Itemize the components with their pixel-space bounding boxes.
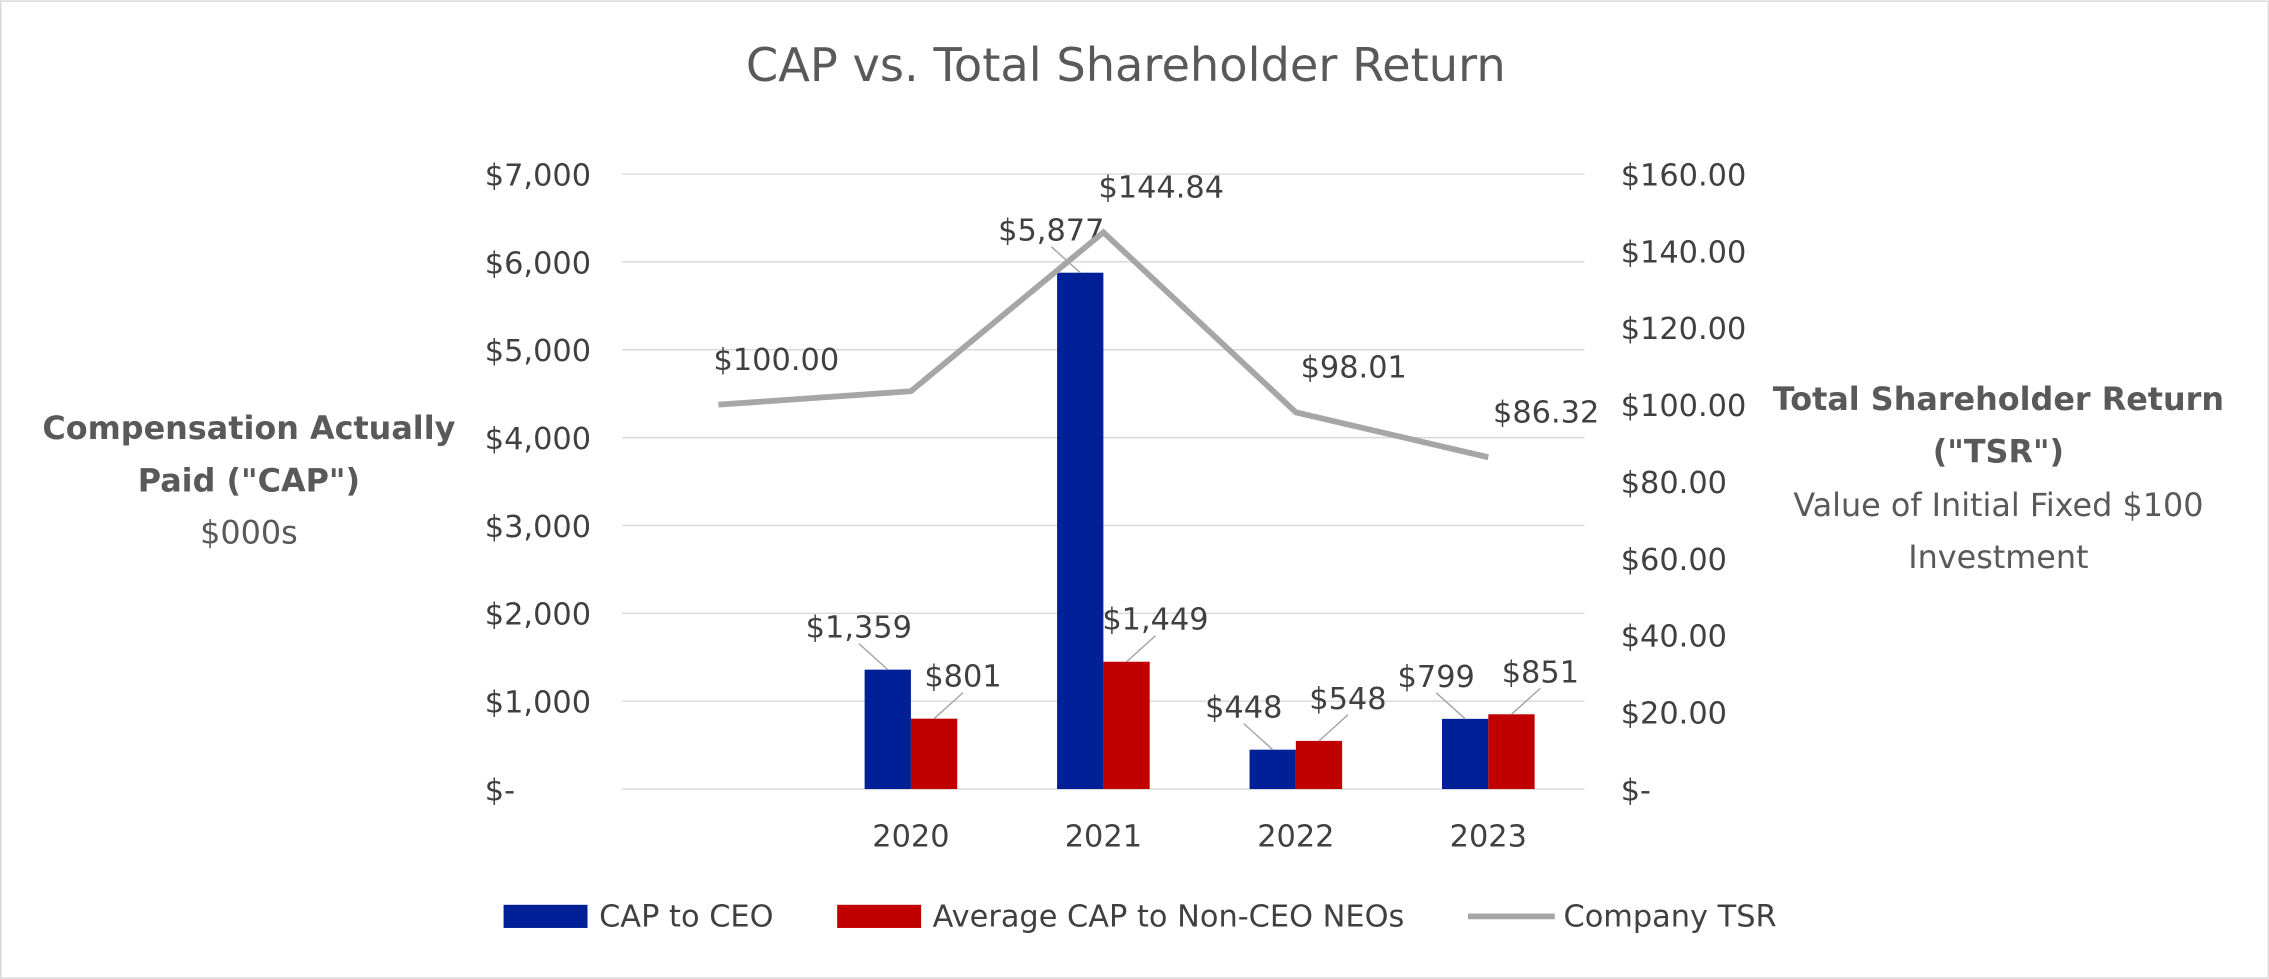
bar — [1488, 714, 1535, 790]
leader-line — [858, 643, 889, 671]
y2-tick-label: $40.00 — [1621, 620, 1727, 655]
y2-tick-label: $140.00 — [1621, 235, 1747, 270]
y-tick-label: $6,000 — [485, 246, 591, 281]
x-tick-label: 2020 — [872, 820, 949, 855]
bar — [864, 669, 911, 790]
y-axis-label: Paid ("CAP") — [138, 461, 360, 499]
y2-tick-label: $160.00 — [1621, 158, 1747, 193]
legend-label: CAP to CEO — [599, 899, 773, 934]
leader-line — [1126, 635, 1156, 663]
leader-line — [1510, 687, 1541, 715]
y2-tick-label: $80.00 — [1621, 466, 1727, 501]
bar — [1249, 749, 1296, 790]
data-label: $1,359 — [806, 611, 912, 646]
y2-axis-label: Total Shareholder Return — [1773, 380, 2224, 418]
data-label: $100.00 — [714, 343, 840, 378]
leader-line — [1243, 723, 1274, 751]
data-label: $448 — [1205, 691, 1282, 726]
line — [718, 228, 1489, 461]
data-label: $98.01 — [1301, 350, 1407, 385]
data-label: $799 — [1398, 660, 1475, 695]
data-label: $1,449 — [1102, 603, 1208, 638]
y-tick-label: $- — [485, 773, 515, 808]
bar — [910, 718, 958, 790]
data-label: $86.32 — [1493, 395, 1599, 430]
y-tick-label: $7,000 — [485, 158, 591, 193]
legend-swatch — [837, 904, 922, 928]
bar — [1103, 661, 1150, 790]
y-tick-label: $1,000 — [485, 686, 591, 721]
bar — [1057, 272, 1104, 790]
data-label: $548 — [1309, 682, 1386, 717]
legend-label: Company TSR — [1564, 899, 1777, 934]
data-label: $801 — [924, 660, 1001, 695]
y-tick-label: $5,000 — [485, 334, 591, 369]
data-label: $851 — [1502, 655, 1579, 690]
bar — [1442, 718, 1489, 790]
y2-tick-label: $120.00 — [1621, 312, 1747, 347]
legend-swatch — [503, 904, 588, 928]
y-tick-label: $3,000 — [485, 510, 591, 545]
y2-tick-label: $- — [1621, 773, 1651, 808]
y-tick-label: $4,000 — [485, 422, 591, 457]
bar — [1295, 740, 1343, 790]
y2-tick-label: $100.00 — [1621, 389, 1747, 424]
leader-line — [933, 692, 964, 720]
y-tick-label: $2,000 — [485, 598, 591, 633]
y2-axis-sub: Investment — [1908, 538, 2088, 576]
leader-line — [1318, 714, 1349, 742]
y2-tick-label: $20.00 — [1621, 697, 1727, 732]
x-tick-label: 2021 — [1065, 820, 1142, 855]
y2-axis-label: ("TSR") — [1933, 432, 2064, 470]
y-axis-label: Compensation Actually — [42, 409, 455, 447]
x-tick-label: 2022 — [1257, 820, 1334, 855]
leader-line — [1435, 692, 1466, 720]
legend-label: Average CAP to Non-CEO NEOs — [933, 899, 1405, 934]
data-label: $144.84 — [1098, 170, 1224, 205]
y-axis-unit: $000s — [200, 513, 298, 551]
y2-axis-sub: Value of Initial Fixed $100 — [1793, 486, 2203, 524]
x-tick-label: 2023 — [1450, 820, 1527, 855]
y2-tick-label: $60.00 — [1621, 543, 1727, 578]
chart-title: CAP vs. Total Shareholder Return — [746, 38, 1506, 92]
